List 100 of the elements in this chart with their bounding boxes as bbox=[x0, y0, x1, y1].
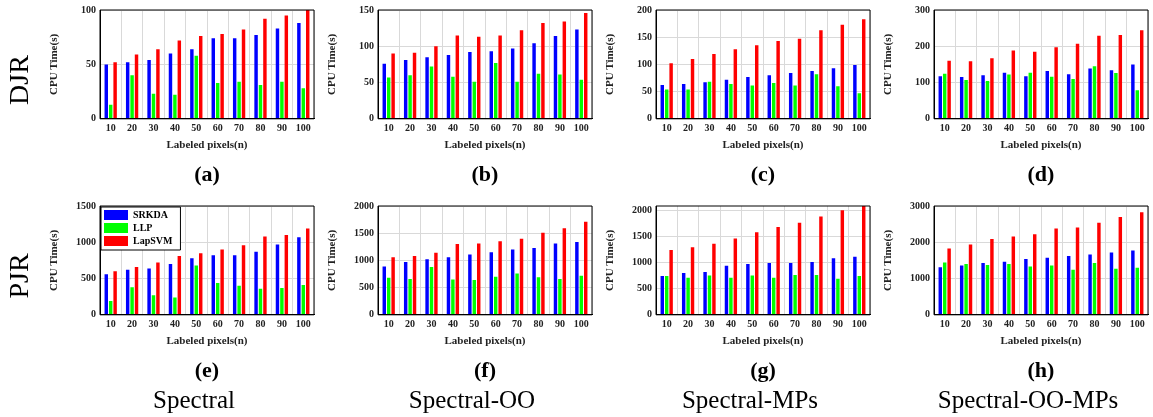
bar bbox=[498, 35, 502, 119]
x-tick-label: 10 bbox=[939, 122, 950, 134]
y-tick-label: 150 bbox=[637, 30, 652, 42]
text: (b) bbox=[470, 161, 500, 186]
bar bbox=[853, 64, 857, 119]
bar bbox=[190, 258, 194, 315]
x-tick-label: 100 bbox=[295, 122, 311, 134]
x-tick-label: 100 bbox=[1129, 122, 1145, 134]
text: (d) bbox=[1026, 161, 1056, 186]
y-tick-label: 50 bbox=[364, 76, 374, 88]
y-tick-label: 0 bbox=[91, 308, 96, 320]
y-tick-label: 1000 bbox=[910, 272, 930, 284]
x-tick-label: 70 bbox=[790, 318, 801, 330]
x-tick-label: 20 bbox=[405, 122, 416, 134]
x-axis-title: Labeled pixels(n) bbox=[166, 138, 248, 152]
x-tick-label: 90 bbox=[832, 318, 843, 330]
bar bbox=[1097, 222, 1101, 315]
x-tick-label: 70 bbox=[1068, 318, 1079, 330]
y-tick-label: 2000 bbox=[354, 199, 374, 211]
x-tick-label: 100 bbox=[1129, 318, 1145, 330]
x-axis-title: Labeled pixels(n) bbox=[166, 334, 248, 348]
bar bbox=[237, 285, 241, 315]
bar bbox=[558, 74, 562, 119]
bar bbox=[254, 251, 258, 315]
y-tick-label: 50 bbox=[86, 57, 96, 69]
y-tick-label: 50 bbox=[642, 85, 652, 97]
x-tick-label: 20 bbox=[961, 122, 972, 134]
bar bbox=[793, 275, 797, 315]
x-axis-title: Labeled pixels(n) bbox=[722, 138, 804, 152]
x-tick-label: 60 bbox=[212, 318, 223, 330]
x-tick-label: 40 bbox=[447, 318, 458, 330]
bar bbox=[703, 82, 707, 119]
x-tick-label: 80 bbox=[811, 122, 822, 134]
y-tick-label: 300 bbox=[915, 3, 930, 15]
x-tick-label: 60 bbox=[1046, 318, 1057, 330]
x-tick-label: 80 bbox=[811, 318, 822, 330]
x-tick-label: 70 bbox=[512, 122, 523, 134]
x-tick-label: 50 bbox=[469, 318, 480, 330]
x-tick-label: 30 bbox=[704, 122, 715, 134]
bar bbox=[729, 83, 733, 119]
text: (f) bbox=[473, 357, 497, 382]
x-tick-label: 50 bbox=[191, 318, 202, 330]
x-axis-title: Labeled pixels(n) bbox=[444, 138, 526, 152]
x-tick-label: 10 bbox=[939, 318, 950, 330]
bar bbox=[558, 278, 562, 315]
bar bbox=[147, 60, 151, 119]
bar bbox=[280, 81, 284, 119]
legend-label: LLP bbox=[133, 222, 153, 234]
x-tick-label: 20 bbox=[405, 318, 416, 330]
bar bbox=[156, 49, 160, 119]
x-tick-label: 40 bbox=[169, 318, 180, 330]
bar bbox=[1131, 250, 1135, 315]
bar bbox=[425, 259, 429, 315]
bar bbox=[408, 75, 412, 119]
y-tick-label: 500 bbox=[637, 282, 652, 294]
x-tick-label: 60 bbox=[490, 122, 501, 134]
bar bbox=[1054, 228, 1058, 315]
bar bbox=[776, 41, 780, 119]
text: (c) bbox=[749, 161, 777, 186]
x-tick-label: 60 bbox=[1046, 122, 1057, 134]
bar bbox=[434, 252, 438, 315]
text: (e) bbox=[193, 357, 221, 382]
y-tick-label: 1500 bbox=[76, 199, 96, 211]
bar bbox=[391, 257, 395, 315]
bar bbox=[964, 264, 968, 315]
x-tick-label: 80 bbox=[255, 122, 266, 134]
x-tick-label: 60 bbox=[768, 122, 779, 134]
bar bbox=[1131, 64, 1135, 119]
y-tick-label: 200 bbox=[637, 3, 652, 15]
bar bbox=[515, 81, 519, 119]
bar bbox=[113, 271, 117, 315]
bar bbox=[173, 94, 177, 119]
x-tick-label: 70 bbox=[234, 318, 245, 330]
x-tick-label: 10 bbox=[661, 122, 672, 134]
bar bbox=[130, 287, 134, 315]
y-tick-label: 0 bbox=[91, 112, 96, 124]
x-tick-label: 50 bbox=[469, 122, 480, 134]
x-tick-label: 40 bbox=[1003, 122, 1014, 134]
y-tick-label: 2000 bbox=[910, 235, 930, 247]
x-tick-label: 90 bbox=[832, 122, 843, 134]
bar bbox=[686, 89, 690, 119]
bar bbox=[1097, 35, 1101, 119]
bar bbox=[836, 86, 840, 119]
x-axis-title: Labeled pixels(n) bbox=[1000, 138, 1082, 152]
x-tick-label: 80 bbox=[255, 318, 266, 330]
x-tick-label: 20 bbox=[683, 122, 694, 134]
bar bbox=[981, 262, 985, 315]
bar bbox=[263, 18, 267, 119]
bar bbox=[237, 81, 241, 119]
x-tick-label: 30 bbox=[982, 122, 993, 134]
bar bbox=[263, 236, 267, 315]
y-tick-label: 0 bbox=[369, 112, 374, 124]
bar bbox=[669, 63, 673, 119]
bar bbox=[254, 35, 258, 119]
text: Spectral-OO bbox=[407, 386, 537, 414]
x-tick-label: 70 bbox=[512, 318, 523, 330]
y-axis-title: CPU Time(s) bbox=[881, 229, 895, 291]
bar bbox=[173, 297, 177, 315]
legend-label: LapSVM bbox=[133, 235, 174, 247]
bar bbox=[532, 43, 536, 119]
